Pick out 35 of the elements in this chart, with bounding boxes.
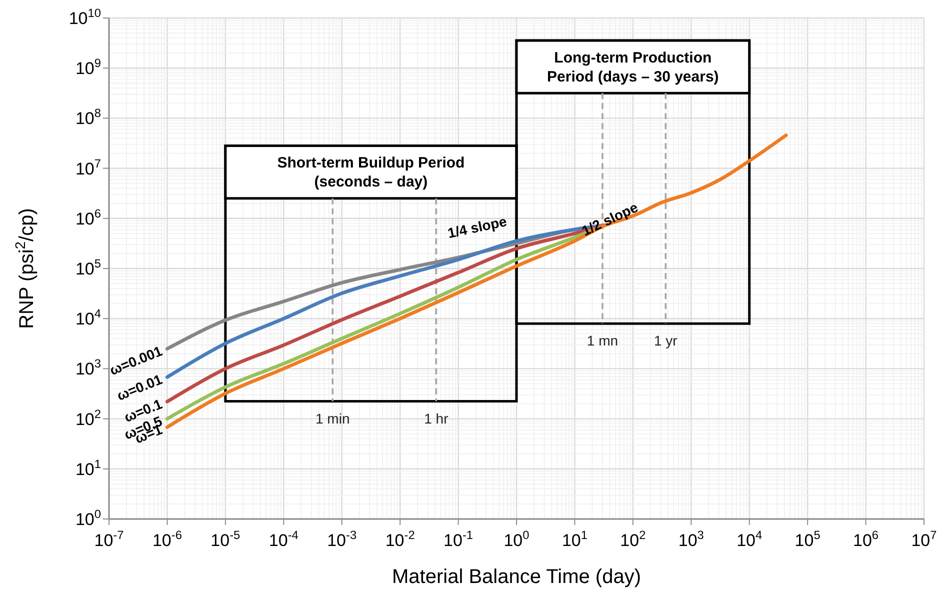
x-tick-label: 10$^{-4}$ [268, 528, 299, 550]
annotation: 1/2 slope [579, 198, 640, 239]
y-tick-label: 10$^{7}$ [75, 156, 102, 178]
band-label: Short-term Buildup Period (seconds – day) [277, 154, 465, 191]
x-tick-label: 10$^{4}$ [736, 528, 763, 550]
x-axis-title: Material Balance Time (day) [392, 566, 641, 588]
x-tick-label: 10$^{-5}$ [210, 528, 241, 550]
x-tick-label: 10$^{5}$ [794, 528, 821, 550]
y-tick-label: 10$^{3}$ [75, 356, 102, 379]
x-tick-label: 10$^{-3}$ [327, 528, 357, 550]
ref-line-label: 1 hr [424, 410, 449, 426]
ref-line-label: 1 min [316, 410, 350, 426]
x-tick-label: 10$^{0}$ [504, 528, 530, 550]
x-tick-label: 10$^{1}$ [562, 528, 588, 550]
band-label: Long-term Production Period (days – 30 years) [547, 49, 719, 86]
y-tick-label: 10$^{1}$ [75, 456, 102, 479]
x-tick-label: 10$^{-2}$ [385, 528, 416, 550]
y-tick-label: 10$^{4}$ [75, 306, 102, 329]
x-tick-label: 10$^{7}$ [911, 528, 938, 550]
y-tick-label: 10$^{0}$ [75, 507, 102, 529]
x-tick-label: 10$^{-1}$ [444, 528, 474, 550]
y-tick-label: 10$^{8}$ [75, 106, 102, 128]
ref-line-label: 1 yr [654, 332, 678, 349]
y-tick-label: 10$^{9}$ [75, 56, 102, 78]
y-tick-label: 10$^{6}$ [75, 206, 102, 228]
ref-line-label: 1 mn [586, 332, 618, 349]
x-tick-label: 10$^{-7}$ [94, 528, 124, 550]
annotation: 1/4 slope [446, 212, 508, 242]
x-tick-label: 10$^{3}$ [678, 528, 704, 550]
y-tick-label: 10$^{2}$ [75, 406, 102, 429]
x-tick-label: 10$^{2}$ [620, 528, 646, 550]
y-tick-label: 10$^{5}$ [75, 256, 102, 278]
x-tick-label: 10$^{-6}$ [152, 528, 182, 550]
y-tick-label: 10$^{10}$ [68, 6, 102, 28]
x-tick-label: 10$^{6}$ [853, 528, 879, 550]
